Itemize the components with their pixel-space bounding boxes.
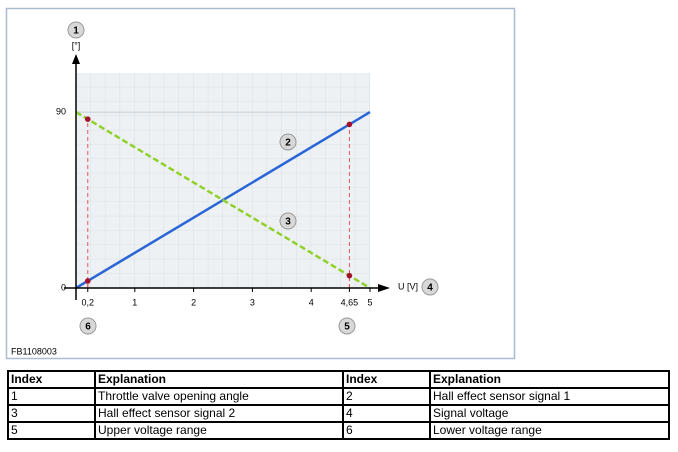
header-cell: Explanation xyxy=(429,370,670,389)
table-row: 3 Hall effect sensor signal 2 4 Signal volt… xyxy=(7,404,670,423)
point-marker xyxy=(84,278,91,284)
x-label: U [V] xyxy=(398,281,418,291)
x-tick-label: 5 xyxy=(367,297,372,307)
callout-label: 2 xyxy=(285,138,291,149)
point-marker xyxy=(346,121,353,128)
callout: 4 xyxy=(421,278,439,296)
point-marker xyxy=(346,272,353,279)
series-line xyxy=(75,111,371,290)
x-tick-label: 2 xyxy=(191,297,196,307)
callout: 2 xyxy=(279,133,297,151)
x-arrow xyxy=(378,284,390,292)
legend-table: Index Explanation Index Explanation 1 Thr… xyxy=(7,370,670,440)
callout: 3 xyxy=(279,212,297,230)
cell: 2 xyxy=(342,387,431,406)
callout: 5 xyxy=(338,317,356,335)
point-marker xyxy=(84,116,91,122)
series-line xyxy=(75,111,371,290)
chart: [°] U [V] FB1108003 1 2 3 4 5 6 0,2 1 2 3 4 4… xyxy=(5,7,516,360)
x-tick-label: 0,2 xyxy=(82,297,95,307)
figure-code: FB1108003 xyxy=(11,346,57,356)
cell: Lower voltage range xyxy=(429,421,670,440)
cell: 4 xyxy=(342,404,431,423)
x-tick-label: 3 xyxy=(250,297,255,307)
y-tick-label: 90 xyxy=(56,106,66,116)
table-row: 5 Upper voltage range 6 Lower voltage range xyxy=(7,421,670,440)
cell: 5 xyxy=(7,421,96,440)
callout: 1 xyxy=(67,21,85,39)
y-label: [°] xyxy=(72,40,81,50)
cell: Hall effect sensor signal 1 xyxy=(429,387,670,406)
x-tick-label: 4 xyxy=(309,297,314,307)
callout-label: 6 xyxy=(85,322,91,333)
minor-grid xyxy=(76,73,370,288)
cell: 6 xyxy=(342,421,431,440)
x-tick-label: 4,65 xyxy=(341,297,359,307)
table-row: 1 Throttle valve opening angle 2 Hall effec… xyxy=(7,387,670,406)
y-tick-label: 0 xyxy=(61,282,66,292)
x-tick-label: 1 xyxy=(132,297,137,307)
callout-label: 5 xyxy=(344,322,350,333)
cell: Throttle valve opening angle xyxy=(94,387,344,406)
callout-label: 1 xyxy=(73,26,79,37)
cell: 1 xyxy=(7,387,96,406)
cell: 3 xyxy=(7,404,96,423)
callout-label: 4 xyxy=(427,283,433,294)
callout-label: 3 xyxy=(285,217,291,228)
cell: Upper voltage range xyxy=(94,421,344,440)
y-arrow xyxy=(72,54,80,64)
header-cell: Explanation xyxy=(94,370,344,389)
header-cell: Index xyxy=(342,370,431,389)
callout: 6 xyxy=(79,317,97,335)
header-cell: Index xyxy=(7,370,96,389)
cell: Hall effect sensor signal 2 xyxy=(94,404,344,423)
table-header: Index Explanation Index Explanation xyxy=(7,370,670,389)
cell: Signal voltage xyxy=(429,404,670,423)
